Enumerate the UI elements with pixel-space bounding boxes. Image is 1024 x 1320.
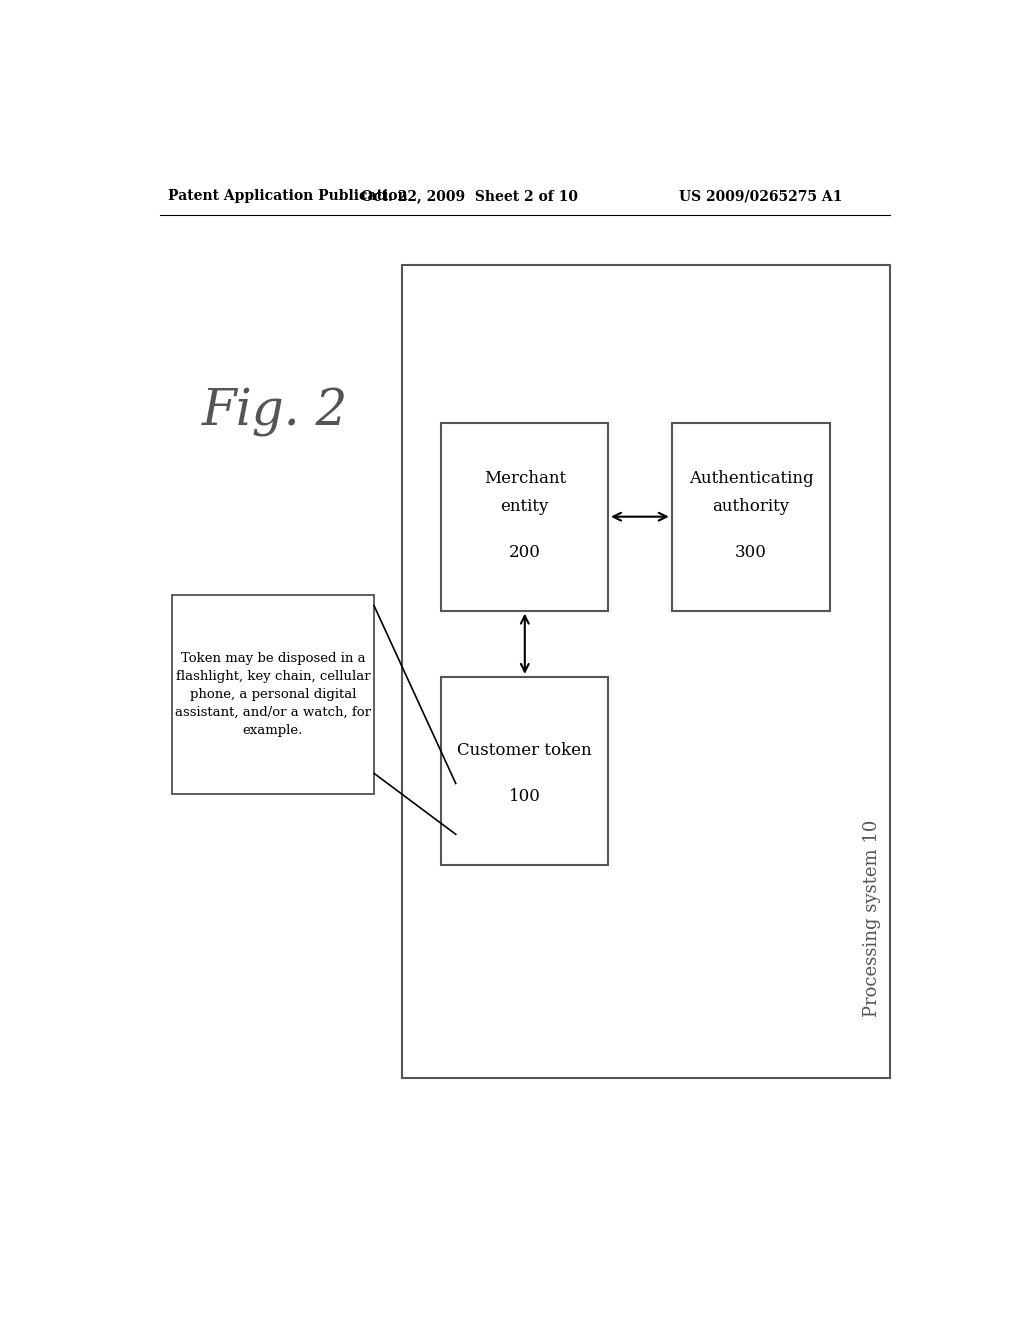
Text: entity: entity [501,498,549,515]
Text: Token may be disposed in a
flashlight, key chain, cellular
phone, a personal dig: Token may be disposed in a flashlight, k… [175,652,371,737]
Text: Merchant: Merchant [483,470,566,487]
Bar [172,595,374,793]
Text: Processing system 10: Processing system 10 [863,820,882,1018]
Bar [441,422,608,611]
Text: 300: 300 [735,544,767,561]
Text: 100: 100 [509,788,541,805]
Text: Authenticating: Authenticating [689,470,813,487]
Text: US 2009/0265275 A1: US 2009/0265275 A1 [679,189,842,203]
Text: Patent Application Publication: Patent Application Publication [168,189,408,203]
Text: Fig. 2: Fig. 2 [202,388,348,437]
Bar [672,422,830,611]
Bar [401,265,890,1078]
Text: 200: 200 [509,544,541,561]
Text: Oct. 22, 2009  Sheet 2 of 10: Oct. 22, 2009 Sheet 2 of 10 [360,189,578,203]
Text: Customer token: Customer token [458,742,592,759]
Text: authority: authority [713,498,790,515]
Bar [441,677,608,865]
